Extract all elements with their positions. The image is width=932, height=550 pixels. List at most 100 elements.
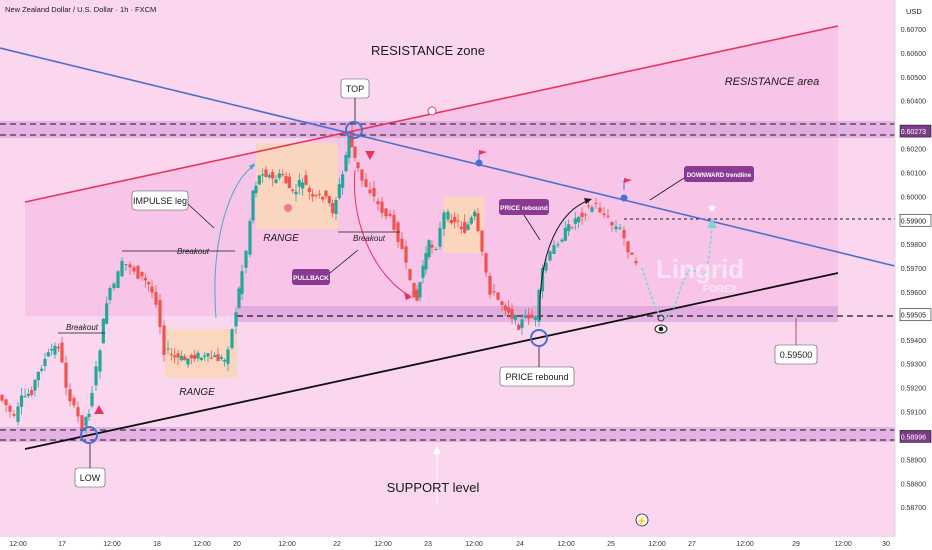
pullback-label: PULLBACK (293, 275, 329, 282)
downward-trendline-tag[interactable]: DOWNWARD trendline (649, 166, 754, 201)
x-tick-label: 12:00 (278, 541, 296, 548)
candle-body (480, 230, 484, 252)
price-label-box (899, 124, 932, 138)
y-tick-label: 0.60000 (901, 194, 926, 201)
price-label: 0.59900 (901, 218, 926, 225)
y-tick-label: 0.59200 (901, 386, 926, 393)
candle-body (488, 275, 492, 295)
candle-body (56, 346, 61, 349)
candle-body (244, 250, 248, 268)
x-tick-label: 24 (516, 541, 524, 548)
candle-body (556, 244, 560, 246)
top-circle[interactable] (345, 121, 363, 139)
candle-body (496, 292, 500, 300)
candle-body (193, 354, 197, 360)
candle-body (230, 329, 234, 349)
candle-body (112, 283, 116, 289)
candle-body (350, 131, 354, 148)
candle-body (327, 196, 331, 204)
price-rebound-callout[interactable]: PRICE rebound (499, 347, 575, 387)
downward-trendline[interactable] (0, 47, 896, 267)
time-axis[interactable] (0, 537, 895, 550)
x-tick-label: 12:00 (648, 541, 666, 548)
candle-body (356, 162, 360, 169)
candle-body (408, 269, 412, 281)
support-trendline[interactable] (24, 272, 839, 450)
trendline-point-2[interactable] (620, 194, 628, 202)
candle-body (368, 189, 372, 193)
price-label: 0.59505 (901, 313, 926, 320)
pullback-arrow (353, 169, 411, 297)
candle-body (257, 175, 261, 185)
candle-body (98, 350, 102, 372)
pullback-tag[interactable]: PULLBACK (292, 249, 359, 285)
candle-body (317, 193, 321, 195)
lightning-icon[interactable]: ⚡ (635, 513, 649, 527)
candle-body (418, 282, 422, 298)
candle-body (372, 188, 376, 197)
candle-body (376, 201, 380, 205)
candle-body (43, 359, 47, 367)
up-arrow-icon (94, 405, 104, 414)
y-tick-label: 0.59100 (901, 410, 926, 417)
candle-body (533, 316, 538, 320)
price-axis[interactable] (895, 0, 932, 550)
candle-body (40, 368, 44, 371)
price-label-box (899, 430, 932, 443)
candles (0, 124, 638, 434)
candle-body (341, 174, 345, 188)
breakout-label-3: Breakout (353, 234, 386, 243)
resistance-band (0, 121, 895, 138)
x-tick-label: 12:00 (465, 541, 483, 548)
candle-body (287, 176, 291, 189)
y-tick-label: 0.60700 (901, 27, 926, 34)
low-circle[interactable] (80, 426, 98, 444)
candle-body (606, 215, 610, 217)
x-tick-label: 12:00 (193, 541, 211, 548)
y-tick-label: 0.59300 (901, 362, 926, 369)
breakout-label-2: Breakout (177, 247, 210, 256)
candle-body (46, 352, 50, 357)
candle-body (364, 179, 368, 188)
candle-body (360, 169, 364, 181)
candle-body (552, 245, 556, 254)
price-rebound-tag[interactable]: PRICE rebound (499, 199, 549, 241)
candle-body (101, 318, 105, 344)
candle-body (337, 184, 341, 198)
candle-body (264, 169, 268, 177)
x-tick-label: 12:00 (557, 541, 575, 548)
x-tick-label: 12:00 (374, 541, 392, 548)
x-tick-label: 23 (424, 541, 432, 548)
pullback-arrow-head (404, 293, 412, 300)
candle-body (400, 238, 404, 249)
impulse-callout[interactable]: IMPULSE leg (131, 190, 215, 229)
candle-body (446, 211, 450, 220)
flag-icon-1 (479, 150, 487, 155)
low-label: LOW (80, 473, 101, 483)
low-callout[interactable]: LOW (74, 444, 106, 488)
candle-body (594, 202, 598, 204)
candle-body (301, 182, 305, 189)
candle-body (347, 136, 351, 158)
down-arrow-icon (365, 151, 375, 160)
support-band (0, 427, 895, 442)
price-rebound-label: PRICE rebound (505, 372, 568, 382)
candle-body (388, 213, 392, 216)
resistance-area-shade (25, 26, 838, 316)
target-callout[interactable]: 0.59500 (774, 344, 818, 365)
x-tick-label: 12:00 (834, 541, 852, 548)
handle-dot-icon[interactable] (427, 106, 437, 116)
candle-body (240, 271, 244, 295)
candle-body (307, 187, 311, 193)
candle-body (254, 185, 258, 194)
rebound-arrow-head (584, 198, 592, 204)
top-callout[interactable]: TOP (340, 78, 370, 121)
candle-body (33, 379, 37, 391)
symbol-title: New Zealand Dollar / U.S. Dollar · 1h · … (5, 5, 156, 14)
rebound-circle[interactable] (530, 329, 548, 347)
candle-body (517, 324, 521, 330)
candle-body (147, 281, 151, 285)
candle-body (213, 355, 217, 358)
